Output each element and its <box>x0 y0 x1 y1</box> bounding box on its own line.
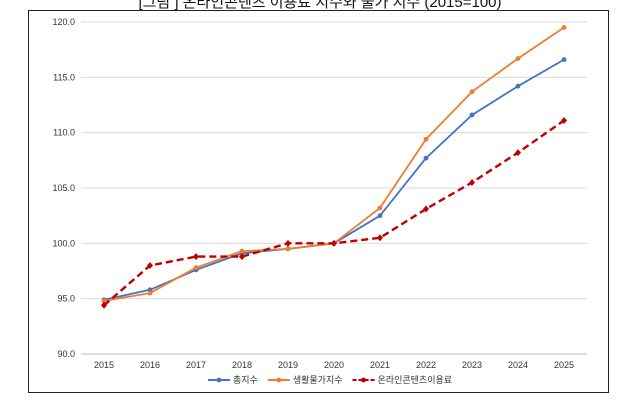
data-point <box>239 248 245 254</box>
legend-marker <box>361 377 366 383</box>
series-총지수 <box>101 57 567 303</box>
y-tick-label: 100.0 <box>52 238 75 248</box>
data-point <box>515 56 521 61</box>
data-point <box>515 83 521 89</box>
x-tick-label: 2019 <box>278 360 298 370</box>
legend: 총지수 생활물가지수 온라인콘텐츠이용료 <box>208 374 452 385</box>
series-line <box>103 119 565 307</box>
x-tick-label: 2020 <box>324 360 344 370</box>
legend-item: 총지수 <box>208 375 258 385</box>
legend-item: 온라인콘텐츠이용료 <box>352 375 453 385</box>
data-point <box>331 239 337 247</box>
data-point <box>193 265 199 271</box>
data-point <box>239 253 245 261</box>
x-tick-label: 2024 <box>508 360 528 370</box>
data-point <box>469 89 475 95</box>
y-tick-label: 115.0 <box>53 72 75 82</box>
legend-item: 생활물가지수 <box>267 374 343 385</box>
chart-frame: 90.0 95.0 100.0 105.0 110.0 115.0 120.0 2015 20… <box>28 10 609 393</box>
series-lines <box>101 25 567 309</box>
data-point <box>561 57 567 63</box>
y-tick-label: 95.0 <box>57 294 75 304</box>
data-point <box>377 234 383 242</box>
x-tick-label: 2018 <box>232 360 252 370</box>
y-axis-ticks: 90.0 95.0 100.0 105.0 110.0 115.0 120.0 <box>52 17 75 359</box>
data-point <box>469 178 475 186</box>
y-tick-label: 110.0 <box>53 128 75 138</box>
y-tick-label: 105.0 <box>52 183 75 193</box>
data-point <box>101 298 107 304</box>
data-point <box>561 25 567 30</box>
data-point <box>423 136 429 142</box>
figure-caption: [그림 ] 온라인콘텐츠 이용료 지수와 물가 지수 (2015=100) <box>138 0 502 11</box>
legend-marker <box>216 377 222 383</box>
gridlines <box>81 21 587 355</box>
data-point <box>561 116 567 124</box>
x-tick-label: 2015 <box>94 360 114 370</box>
data-point <box>377 205 383 211</box>
x-tick-label: 2022 <box>416 360 436 370</box>
data-point <box>285 239 291 247</box>
x-tick-label: 2021 <box>370 360 390 370</box>
x-tick-label: 2016 <box>140 360 160 370</box>
data-point <box>423 155 429 161</box>
x-axis-ticks: 2015 2016 2017 2018 2019 2020 2021 2022 2023 2024… <box>94 360 574 370</box>
x-tick-label: 2023 <box>462 360 482 370</box>
series-온라인콘텐츠이용료 <box>101 116 567 309</box>
legend-label: 생활물가지수 <box>293 374 343 385</box>
y-tick-label: 120.0 <box>52 17 75 27</box>
data-point <box>193 253 199 261</box>
data-point <box>147 261 153 269</box>
x-tick-label: 2017 <box>186 360 206 370</box>
data-point <box>469 112 475 118</box>
series-line <box>103 26 565 302</box>
data-point <box>285 246 291 252</box>
y-tick-label: 90.0 <box>57 349 75 359</box>
x-tick-label: 2025 <box>554 360 574 370</box>
data-point <box>147 290 153 296</box>
series-line <box>103 58 565 301</box>
legend-label: 총지수 <box>233 375 258 385</box>
legend-marker <box>276 377 282 383</box>
data-point <box>423 205 429 213</box>
data-point <box>147 287 153 293</box>
data-point <box>101 301 107 309</box>
data-point <box>515 149 521 157</box>
data-point <box>377 213 383 219</box>
legend-label: 온라인콘텐츠이용료 <box>378 375 453 385</box>
